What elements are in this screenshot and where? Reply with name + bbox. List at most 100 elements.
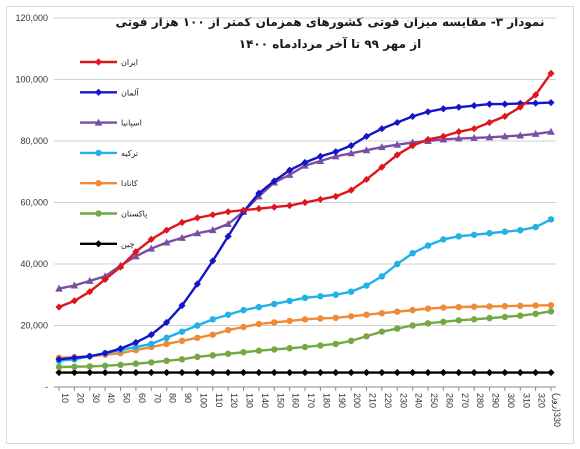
data-point-marker <box>470 125 478 133</box>
y-tick-label: 100,000 <box>15 75 48 85</box>
data-point-marker <box>301 316 309 323</box>
data-point-marker <box>240 349 247 356</box>
data-point-marker <box>532 310 539 318</box>
data-point-marker <box>116 368 125 377</box>
legend-entry: کانادا <box>80 179 138 188</box>
data-point-marker <box>193 368 201 377</box>
data-point-marker <box>501 368 509 377</box>
data-point-marker <box>363 282 370 289</box>
data-point-marker <box>94 118 103 126</box>
x-tick-label: 190 <box>337 393 347 408</box>
legend-label: ترکیه <box>121 149 138 158</box>
data-point-marker <box>439 105 447 113</box>
x-tick-label: 30 <box>91 393 101 403</box>
data-point-marker <box>332 192 340 200</box>
data-point-marker <box>86 288 94 296</box>
data-point-marker <box>440 318 447 326</box>
data-point-marker <box>70 354 78 362</box>
data-point-marker <box>286 201 294 210</box>
data-point-marker <box>470 133 478 141</box>
data-point-marker <box>470 231 478 238</box>
data-point-marker <box>547 216 555 223</box>
data-point-marker <box>116 263 125 271</box>
data-point-marker <box>94 88 103 96</box>
data-point-marker <box>70 297 78 305</box>
legend-entry: چین <box>80 240 135 249</box>
data-point-marker <box>55 303 63 311</box>
data-point-marker <box>301 368 309 377</box>
x-tick-label: 230 <box>398 393 408 408</box>
data-point-marker <box>132 368 140 377</box>
data-point-marker <box>517 226 524 234</box>
data-point-marker <box>148 340 155 348</box>
data-point-marker <box>332 291 339 298</box>
data-point-marker <box>317 293 324 300</box>
data-point-marker <box>70 368 78 377</box>
data-point-marker <box>394 308 401 315</box>
data-point-marker <box>255 205 263 213</box>
legend-label: ایران <box>121 58 138 67</box>
x-tick-label: 310 <box>521 393 531 408</box>
data-point-marker <box>363 311 370 318</box>
data-point-marker <box>501 228 509 235</box>
data-point-marker <box>409 306 416 314</box>
data-point-marker <box>255 303 263 311</box>
series-کانادا <box>55 302 555 361</box>
x-tick-label: 270 <box>460 393 470 408</box>
data-point-marker <box>163 318 171 327</box>
data-point-marker <box>286 345 293 352</box>
data-point-marker <box>194 322 201 329</box>
data-point-marker <box>347 368 355 377</box>
data-point-marker <box>86 352 94 360</box>
data-point-marker <box>378 143 386 151</box>
data-point-marker <box>301 198 309 207</box>
x-tick-label: 130 <box>245 393 255 408</box>
data-point-marker <box>239 206 248 214</box>
data-point-marker <box>362 146 371 154</box>
data-point-marker <box>516 103 524 111</box>
x-tick-label: 50 <box>122 393 132 403</box>
data-point-marker <box>347 149 355 157</box>
data-point-marker <box>163 368 171 377</box>
data-point-marker <box>163 334 170 341</box>
y-tick-label: 80,000 <box>20 136 48 146</box>
data-point-marker <box>547 302 555 309</box>
data-point-marker <box>147 244 156 252</box>
data-point-marker <box>440 304 447 311</box>
data-point-marker <box>516 131 525 139</box>
data-point-marker <box>440 236 447 243</box>
data-point-marker <box>178 218 186 227</box>
data-point-marker <box>286 317 293 325</box>
data-point-marker <box>132 338 140 347</box>
data-point-marker <box>94 58 103 66</box>
data-point-marker <box>224 368 232 377</box>
data-point-marker <box>517 302 524 310</box>
data-point-marker <box>224 350 232 357</box>
data-point-marker <box>85 276 94 284</box>
data-point-marker <box>116 344 125 353</box>
x-tick-label: 20 <box>75 393 85 403</box>
data-point-marker <box>316 152 324 160</box>
data-point-marker <box>178 356 186 363</box>
data-point-marker <box>455 233 462 240</box>
data-point-marker <box>209 352 216 359</box>
x-tick-label: 60 <box>137 393 147 403</box>
data-point-marker <box>178 328 186 335</box>
data-point-marker <box>271 346 278 353</box>
x-axis: 10 20 30 40 50 60 70 80 90 100 110 120 130 140 150 160 1… <box>54 386 562 427</box>
x-tick-label: 280 <box>475 393 485 408</box>
data-point-marker <box>132 360 140 367</box>
data-point-marker <box>547 368 555 377</box>
data-point-marker <box>209 331 216 338</box>
x-tick-label: 110 <box>214 393 224 407</box>
data-point-marker <box>485 118 494 127</box>
data-point-marker <box>255 189 263 197</box>
data-point-marker <box>270 177 278 185</box>
data-point-marker <box>255 368 263 377</box>
data-point-marker <box>101 349 109 357</box>
data-point-marker <box>95 149 102 157</box>
data-point-marker <box>532 223 539 231</box>
legend-label: کانادا <box>121 179 138 188</box>
data-point-marker <box>132 343 140 351</box>
